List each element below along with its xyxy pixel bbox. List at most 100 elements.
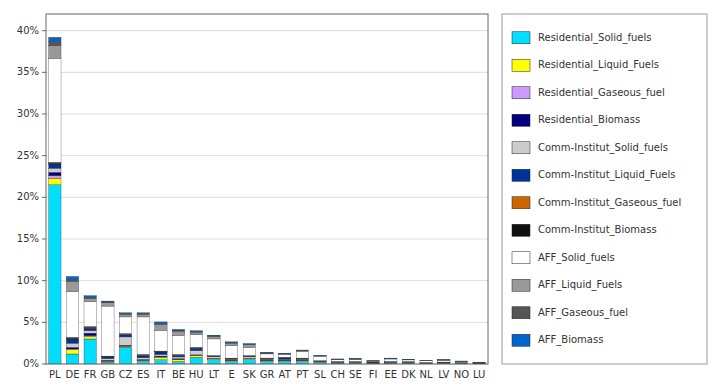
bar-segment <box>66 292 78 338</box>
y-tick-label: 35% <box>17 66 39 77</box>
legend-swatch <box>512 169 530 181</box>
bar-segment <box>243 357 255 359</box>
x-tick-label: LV <box>438 369 449 380</box>
bar-segment <box>349 359 361 361</box>
bar-segment <box>349 362 361 363</box>
y-tick-label: 15% <box>17 233 39 244</box>
bar-segment <box>137 358 149 360</box>
bar-segment <box>314 355 326 356</box>
legend-swatch <box>512 307 530 319</box>
grid-line <box>46 155 488 156</box>
bar-segment <box>66 350 78 354</box>
bar-segment <box>455 361 467 362</box>
bar-segment <box>49 164 61 168</box>
bar-segment <box>225 342 237 343</box>
legend-swatch <box>512 224 530 236</box>
bar-segment <box>385 358 397 359</box>
bar-segment <box>172 329 184 331</box>
bar-segment <box>66 280 78 282</box>
bar-segment <box>84 339 96 364</box>
series <box>49 168 486 363</box>
bar-segment <box>385 358 397 359</box>
bar-segment <box>473 362 485 363</box>
bar-segment <box>261 353 273 355</box>
bar-segment <box>420 360 432 361</box>
bar-segment <box>349 362 361 363</box>
grid-line <box>46 114 488 115</box>
bar-segment <box>155 352 167 355</box>
bar-segment <box>225 343 237 346</box>
bar-segment <box>137 312 149 314</box>
bar-segment <box>473 362 485 363</box>
bar-segment <box>349 362 361 363</box>
y-tick-label: 25% <box>17 150 39 161</box>
x-tick-label: GR <box>260 369 275 380</box>
grid-line <box>46 239 488 240</box>
series <box>49 172 486 363</box>
bar-segment <box>278 353 290 354</box>
bar-segment <box>455 362 467 363</box>
bar-segment <box>438 360 450 362</box>
bar-segment <box>455 361 467 363</box>
y-tick-label: 0% <box>23 358 39 369</box>
bar-segment <box>172 331 184 335</box>
bar-segment <box>66 354 78 364</box>
y-tick-label: 5% <box>23 316 39 327</box>
x-tick-label: BE <box>172 369 185 380</box>
bar-segment <box>455 362 467 363</box>
bar-segment <box>119 314 131 317</box>
bar-segment <box>278 360 290 361</box>
grid-line <box>46 197 488 198</box>
series <box>49 163 486 363</box>
bar-segment <box>332 358 344 359</box>
bar-segment <box>243 347 255 355</box>
bar-segment <box>455 362 467 363</box>
x-tick-label: SL <box>314 369 326 380</box>
bar-segment <box>49 168 61 172</box>
bar-segment <box>296 350 308 352</box>
bar-segment <box>314 361 326 362</box>
bar-segment <box>278 355 290 358</box>
bar-segment <box>349 358 361 359</box>
bar-segment <box>225 341 237 343</box>
bar-segment <box>208 357 220 359</box>
bar-segment <box>155 330 167 351</box>
bar-segment <box>296 360 308 361</box>
bar-segment <box>402 362 414 363</box>
bar-segment <box>367 362 379 363</box>
bar-segment <box>438 359 450 360</box>
bar-segment <box>155 357 167 360</box>
y-tick <box>42 30 46 31</box>
chart: 0%5%10%15%20%25%30%35%40%PLDEFRGBCZESITB… <box>0 0 713 392</box>
bar-segment <box>155 324 167 330</box>
bar-segment <box>190 335 202 348</box>
bar-segment <box>119 337 131 345</box>
x-tick-label: PL <box>49 369 61 380</box>
bar-segment <box>119 347 131 364</box>
series <box>49 46 486 363</box>
legend-label: Comm-Institut_Biomass <box>538 224 657 236</box>
bar-segment <box>332 362 344 363</box>
bar-segment <box>119 346 131 347</box>
x-tick-label: FR <box>84 369 97 380</box>
bar-segment <box>402 362 414 363</box>
legend-label: Residential_Liquid_Fuels <box>538 59 659 71</box>
bar-segment <box>314 361 326 362</box>
bar-segment <box>225 360 237 361</box>
y-tick <box>42 197 46 198</box>
bar-segment <box>455 362 467 363</box>
bar-segment <box>367 363 379 364</box>
bar-segment <box>296 350 308 351</box>
legend-swatch <box>512 59 530 71</box>
bar-segment <box>208 339 220 356</box>
x-tick-label: PT <box>296 369 309 380</box>
bar-segment <box>84 302 96 327</box>
bar-segment <box>385 362 397 363</box>
bar-segment <box>314 361 326 362</box>
x-tick-label: CZ <box>119 369 133 380</box>
x-tick-label: CH <box>330 369 345 380</box>
grid-line <box>46 72 488 73</box>
bar-segment <box>208 336 220 339</box>
bar-segment <box>473 363 485 364</box>
x-tick-label: NL <box>420 369 433 380</box>
